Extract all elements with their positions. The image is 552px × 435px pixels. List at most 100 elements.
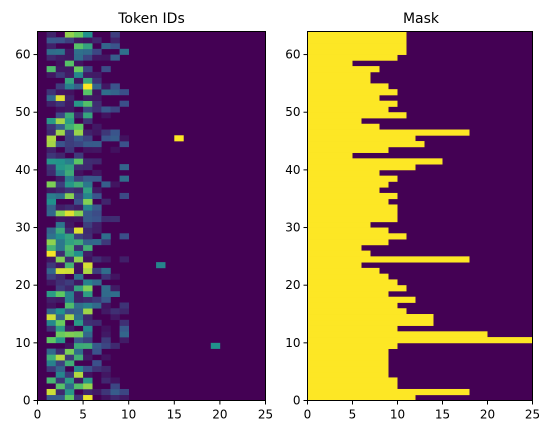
token-cell: [55, 117, 66, 125]
token-cell: [46, 48, 57, 55]
token-cell: [73, 164, 84, 171]
token-cell: [83, 192, 93, 200]
mask-row-bar: [307, 48, 407, 55]
token-cell: [64, 371, 75, 378]
token-cell: [110, 394, 120, 401]
token-cell: [110, 216, 120, 223]
token-cell: [73, 394, 84, 401]
token-cell: [110, 146, 120, 153]
token-cell: [119, 164, 129, 171]
token-cell: [64, 360, 75, 367]
token-cell: [73, 181, 84, 188]
token-cell: [92, 296, 102, 303]
token-cell: [110, 135, 120, 142]
token-cell: [46, 146, 57, 153]
token-cell: [101, 296, 111, 303]
token-cell: [73, 192, 84, 200]
mask-ytick-label: 20: [285, 278, 300, 292]
mask-row-bar: [307, 152, 353, 159]
token-cell: [83, 94, 93, 101]
token-cell: [64, 31, 75, 38]
token-cell: [119, 331, 129, 338]
token-cell: [46, 129, 57, 136]
token-cell: [64, 187, 75, 194]
token-cell: [55, 175, 66, 182]
token-cell: [83, 314, 93, 321]
token-cell: [55, 187, 66, 194]
token-cell: [55, 100, 66, 107]
token-cell: [101, 239, 111, 246]
token-cell: [64, 221, 75, 228]
token-cell: [73, 100, 84, 107]
token-cell: [55, 71, 66, 78]
token-cell: [101, 198, 111, 205]
token-cell: [46, 66, 57, 73]
token-cell: [83, 394, 93, 401]
token-cell: [73, 48, 84, 55]
token-cell: [55, 112, 66, 119]
token-cell: [55, 325, 66, 332]
mask-ytick-label: 60: [285, 48, 300, 62]
token-cell: [55, 204, 66, 211]
token-cell: [64, 331, 75, 338]
token-cell: [64, 192, 75, 200]
token-cell: [101, 331, 111, 338]
token-cell: [46, 337, 57, 344]
token-cell: [55, 290, 66, 298]
token-cell: [83, 377, 93, 384]
token-cell: [46, 94, 57, 101]
token-cell: [64, 204, 75, 211]
token-cell: [110, 43, 120, 50]
token-cell: [64, 117, 75, 125]
token-cell: [55, 227, 66, 234]
token-cell: [64, 227, 75, 234]
mask-row-bar: [307, 31, 407, 38]
token-cell: [73, 296, 84, 303]
token-cell: [73, 175, 84, 182]
token-cell: [83, 48, 93, 55]
token-ids-ytick-label: 10: [15, 336, 30, 350]
token-cell: [110, 273, 120, 280]
token-cell: [55, 273, 66, 280]
mask-row-bar: [307, 164, 416, 171]
token-cell: [55, 314, 66, 321]
token-cell: [83, 354, 93, 361]
mask-row-bar: [307, 123, 380, 130]
mask-row-bar: [307, 204, 398, 211]
token-cell: [46, 250, 57, 257]
token-cell: [83, 175, 93, 182]
token-cell: [73, 77, 84, 84]
token-cell: [46, 348, 57, 355]
token-cell: [83, 383, 93, 390]
mask-row-bar: [307, 348, 389, 355]
token-cell: [83, 388, 93, 396]
token-cell: [110, 106, 120, 113]
token-cell: [55, 354, 66, 361]
token-cell: [92, 342, 102, 349]
token-ids-ytick-label: 50: [15, 105, 30, 119]
token-cell: [73, 365, 84, 372]
token-cell: [83, 158, 93, 165]
mask-row-bar: [307, 394, 416, 401]
token-cell: [83, 146, 93, 153]
token-cell: [101, 112, 111, 119]
token-cell: [55, 394, 66, 401]
token-cell: [55, 360, 66, 367]
token-cell: [73, 244, 84, 251]
mask-row-bar: [307, 244, 362, 251]
token-cell: [83, 244, 93, 251]
token-ids-xtick-label: 10: [121, 408, 136, 422]
mask-axes-frame: [307, 31, 533, 401]
token-cell: [64, 164, 75, 171]
mask-row-bar: [307, 94, 380, 102]
token-cell: [64, 89, 75, 96]
token-cell: [92, 227, 102, 234]
token-cell: [55, 256, 66, 263]
token-cell: [101, 54, 111, 61]
token-cell: [73, 123, 84, 130]
token-cell: [92, 221, 102, 228]
mask-row-bar: [307, 192, 398, 200]
mask-row-bar: [307, 262, 362, 269]
token-cell: [73, 31, 84, 38]
token-cell: [64, 146, 75, 153]
